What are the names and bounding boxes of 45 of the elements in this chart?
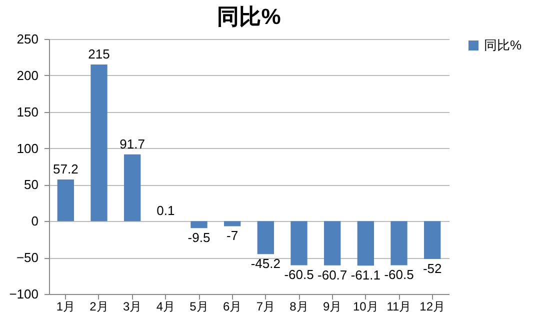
x-tick-label: 7月 bbox=[256, 300, 276, 314]
bar bbox=[257, 221, 274, 254]
legend-label: 同比% bbox=[484, 38, 522, 52]
bar bbox=[357, 221, 374, 266]
data-label: -45.2 bbox=[250, 256, 280, 272]
y-tick-label: −100 bbox=[9, 286, 38, 302]
bar bbox=[290, 221, 308, 266]
y-tick-label: −50 bbox=[16, 250, 38, 266]
data-label: 57.2 bbox=[53, 161, 78, 176]
x-tick-label: 2月 bbox=[90, 300, 108, 314]
data-label: 215 bbox=[88, 46, 110, 62]
chart-title: 同比% bbox=[217, 4, 281, 29]
bar bbox=[124, 154, 141, 222]
data-label: -7 bbox=[226, 228, 238, 244]
bar bbox=[324, 221, 341, 266]
x-tick-label: 4月 bbox=[156, 300, 176, 314]
x-tick-label: 6月 bbox=[222, 300, 242, 314]
data-label: 91.7 bbox=[120, 136, 145, 152]
x-tick-label: 11月 bbox=[386, 300, 412, 314]
bar bbox=[190, 221, 208, 228]
x-tick-label: 8月 bbox=[290, 300, 308, 314]
y-tick-label: 50 bbox=[24, 177, 38, 192]
bar bbox=[57, 179, 74, 222]
bar bbox=[424, 221, 441, 260]
data-label: -9.5 bbox=[188, 230, 210, 246]
data-label: -60.5 bbox=[384, 267, 414, 282]
x-tick-label: 9月 bbox=[322, 300, 342, 314]
bar bbox=[90, 64, 108, 222]
y-tick-label: 250 bbox=[16, 32, 38, 46]
y-tick-label: 0 bbox=[31, 214, 38, 229]
data-label: -60.5 bbox=[284, 267, 314, 282]
x-tick-label: 10月 bbox=[352, 300, 378, 314]
data-label: -61.1 bbox=[350, 268, 380, 283]
bar bbox=[224, 221, 241, 226]
y-tick-label: 100 bbox=[16, 140, 38, 156]
x-tick-label: 1月 bbox=[56, 300, 76, 314]
data-label: -60.7 bbox=[318, 267, 348, 282]
data-label: 0.1 bbox=[156, 203, 175, 218]
data-label: -52 bbox=[422, 261, 442, 276]
y-tick-label: 150 bbox=[16, 104, 38, 120]
x-tick-label: 5月 bbox=[190, 300, 208, 314]
x-tick-label: 12月 bbox=[420, 300, 446, 314]
y-tick-label: 200 bbox=[16, 68, 38, 83]
x-tick-label: 3月 bbox=[122, 300, 142, 314]
bar bbox=[390, 221, 408, 266]
